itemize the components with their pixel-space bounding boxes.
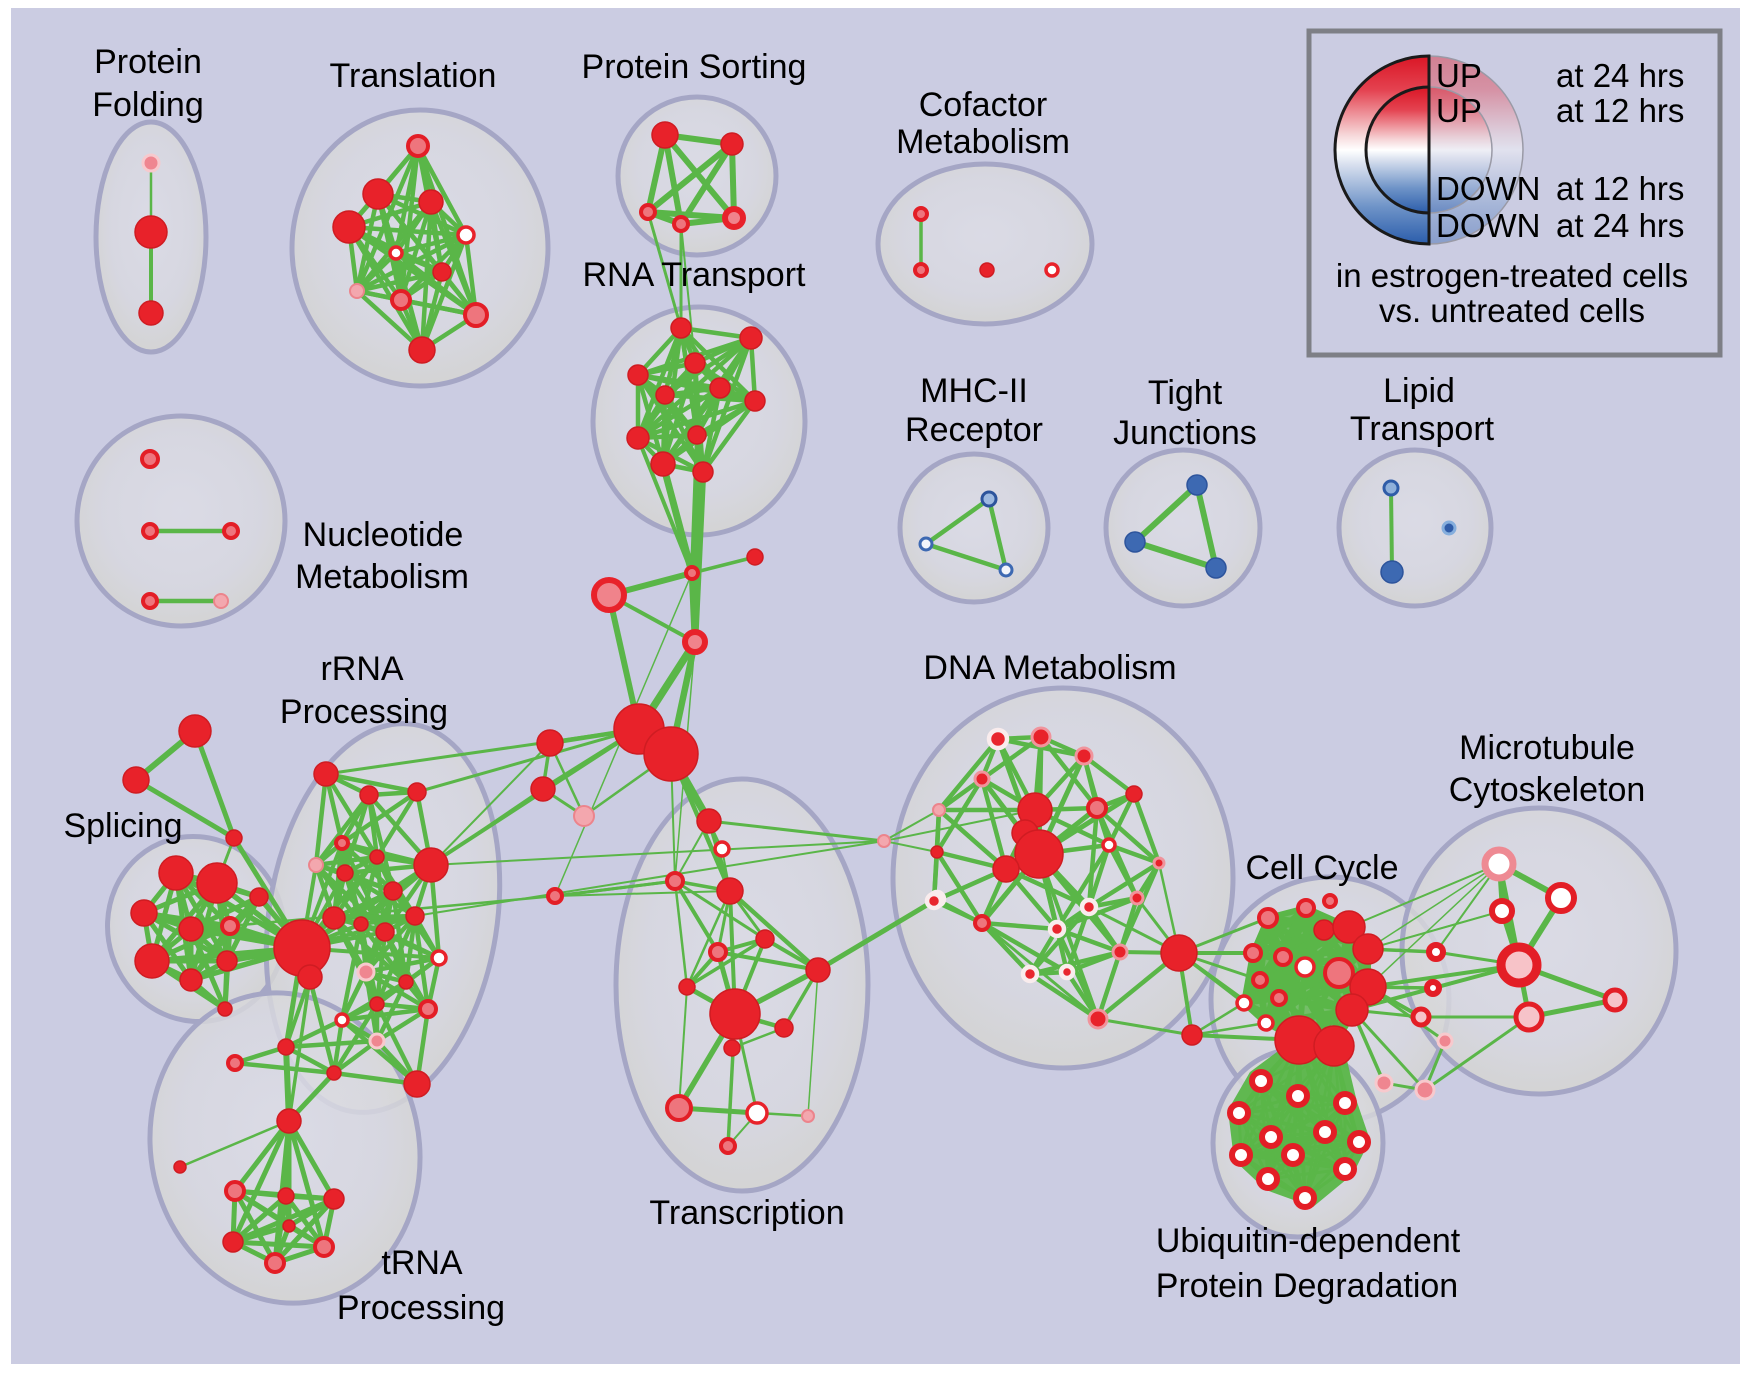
svg-text:Folding: Folding (92, 86, 204, 124)
svg-text:Nucleotide: Nucleotide (303, 516, 464, 554)
svg-text:at 24 hrs: at 24 hrs (1556, 207, 1684, 244)
svg-text:Processing: Processing (280, 693, 448, 731)
svg-text:Lipid: Lipid (1383, 372, 1455, 410)
svg-text:Protein Sorting: Protein Sorting (582, 48, 807, 86)
svg-text:rRNA: rRNA (320, 650, 403, 688)
svg-text:at 24 hrs: at 24 hrs (1556, 57, 1684, 94)
svg-text:in estrogen-treated cells: in estrogen-treated cells (1336, 257, 1688, 294)
svg-text:Metabolism: Metabolism (295, 558, 469, 596)
svg-text:Transcription: Transcription (649, 1194, 844, 1232)
svg-text:Metabolism: Metabolism (896, 123, 1070, 161)
svg-text:Ubiquitin-dependent: Ubiquitin-dependent (1156, 1222, 1461, 1260)
svg-text:DOWN: DOWN (1436, 170, 1540, 207)
svg-text:at 12 hrs: at 12 hrs (1556, 170, 1684, 207)
svg-text:MHC-II: MHC-II (920, 372, 1028, 410)
svg-text:Cofactor: Cofactor (919, 86, 1048, 124)
svg-text:Protein: Protein (94, 43, 202, 81)
svg-text:RNA Transport: RNA Transport (583, 256, 807, 294)
svg-text:DOWN: DOWN (1436, 207, 1540, 244)
svg-text:vs. untreated cells: vs. untreated cells (1379, 292, 1645, 329)
svg-text:UP: UP (1436, 57, 1482, 94)
svg-text:Cell Cycle: Cell Cycle (1245, 849, 1398, 887)
svg-text:Splicing: Splicing (63, 807, 182, 845)
svg-text:Protein Degradation: Protein Degradation (1156, 1267, 1458, 1305)
svg-text:Microtubule: Microtubule (1459, 729, 1635, 767)
svg-text:Receptor: Receptor (905, 411, 1043, 449)
svg-text:Processing: Processing (337, 1289, 505, 1327)
svg-text:at 12 hrs: at 12 hrs (1556, 92, 1684, 129)
svg-text:Cytoskeleton: Cytoskeleton (1449, 771, 1646, 809)
svg-text:DNA Metabolism: DNA Metabolism (923, 649, 1176, 687)
svg-text:Translation: Translation (330, 57, 497, 95)
svg-text:Junctions: Junctions (1113, 414, 1257, 452)
svg-text:Transport: Transport (1350, 410, 1495, 448)
svg-text:tRNA: tRNA (381, 1244, 463, 1282)
svg-text:Tight: Tight (1148, 374, 1223, 412)
svg-text:UP: UP (1436, 92, 1482, 129)
